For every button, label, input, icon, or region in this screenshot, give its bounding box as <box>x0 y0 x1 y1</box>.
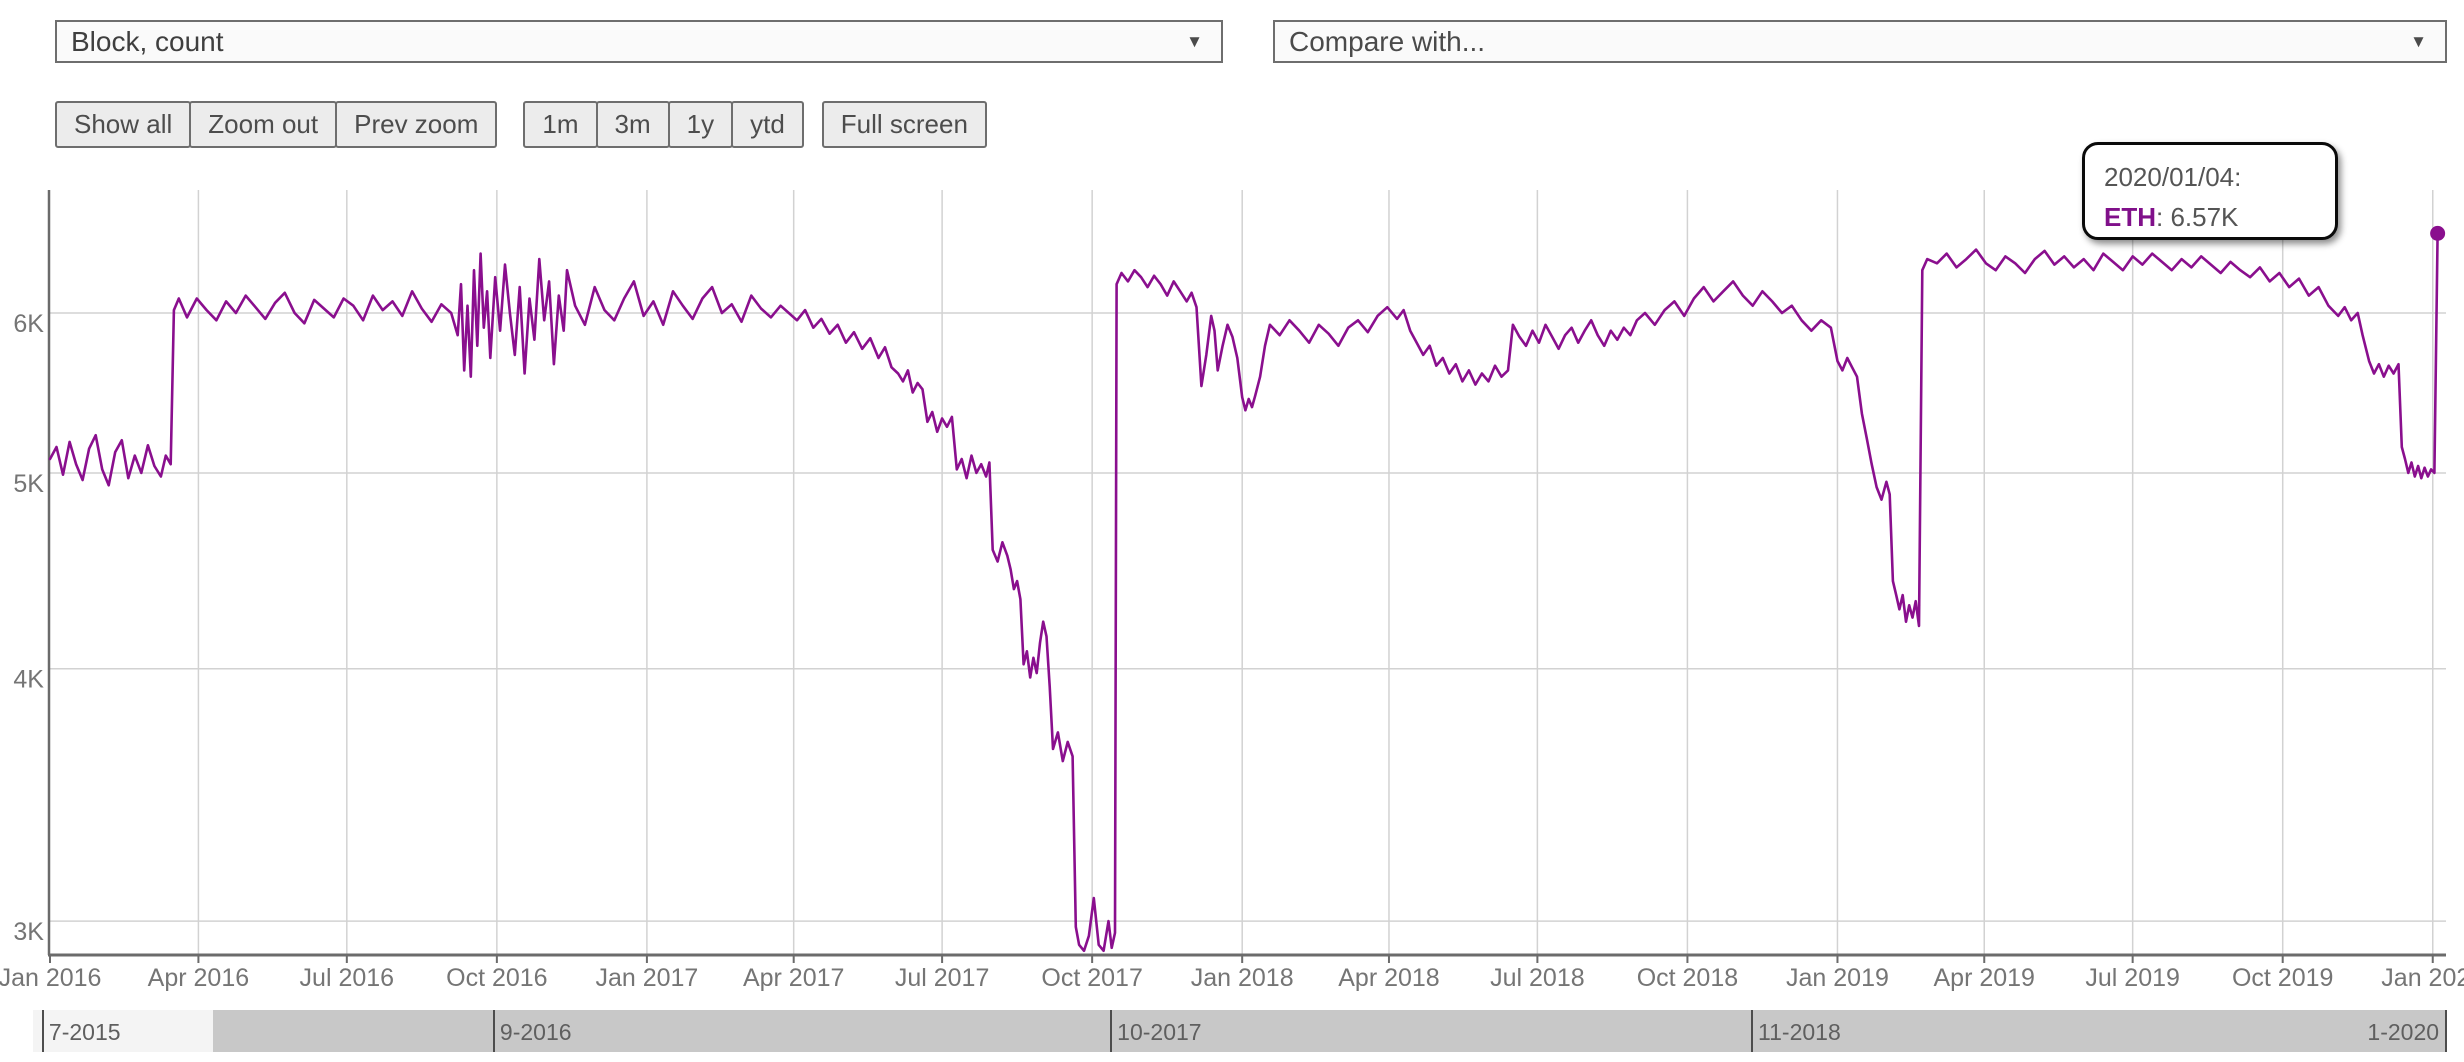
x-axis-label: Jul 2018 <box>1490 964 1585 992</box>
navigator-tick-label: 11-2018 <box>1758 1019 1841 1045</box>
x-axis-label: Oct 2018 <box>1637 964 1738 992</box>
chart-toolbar: Show all Zoom out Prev zoom 1m 3m 1y ytd Full… <box>55 101 987 148</box>
metric-dropdown-value: Block, count <box>71 25 224 57</box>
tooltip-date: 2020/01/04: <box>2104 162 2242 192</box>
x-axis-label: Apr 2018 <box>1338 964 1439 992</box>
x-axis-label: Jul 2017 <box>895 964 990 992</box>
x-axis-label: Jan 2019 <box>1786 964 1889 992</box>
chevron-down-icon: ▼ <box>1186 31 1203 51</box>
chart-tooltip: 2020/01/04: ETH: 6.57K <box>2082 142 2338 240</box>
tooltip-value-line: ETH: 6.57K <box>2104 197 2335 237</box>
navigator-tick-label: 1-2020 <box>2367 1019 2440 1045</box>
tooltip-separator: : <box>2156 202 2171 232</box>
tooltip-value: 6.57K <box>2170 202 2239 232</box>
y-axis-label: 3K <box>13 918 44 946</box>
x-axis-label: Jan 2017 <box>595 964 698 992</box>
range-ytd-button[interactable]: ytd <box>731 101 804 148</box>
compare-dropdown[interactable]: Compare with... ▼ <box>1273 20 2447 63</box>
y-axis-label: 4K <box>13 666 44 694</box>
toolbar-show-all-button[interactable]: Show all <box>55 101 192 148</box>
full-screen-button[interactable]: Full screen <box>821 101 987 148</box>
x-axis-label: Apr 2017 <box>743 964 844 992</box>
navigator-tick-line <box>2445 1010 2448 1052</box>
x-axis-label: Apr 2019 <box>1934 964 2035 992</box>
navigator-tick-line <box>1751 1010 1754 1052</box>
range-1y-button[interactable]: 1y <box>667 101 734 148</box>
x-axis-label: Jul 2019 <box>2085 964 2180 992</box>
navigator-selected-range[interactable] <box>213 1010 2446 1052</box>
x-axis-label: Apr 2016 <box>148 964 249 992</box>
x-axis-label: Oct 2016 <box>446 964 547 992</box>
last-point-marker <box>2430 225 2446 241</box>
chart-navigator[interactable]: 7-2015 9-2016 10-2017 11-2018 1-2020 <box>33 1010 2448 1052</box>
y-axis-label: 5K <box>13 470 44 498</box>
navigator-tick-line <box>1110 1010 1113 1052</box>
navigator-tick-line <box>492 1010 495 1052</box>
navigator-tick-label: 7-2015 <box>48 1019 121 1045</box>
y-axis-label: 6K <box>13 310 44 338</box>
metric-dropdown[interactable]: Block, count ▼ <box>55 20 1223 63</box>
x-axis-label: Jul 2016 <box>300 964 395 992</box>
history-button-group: Show all Zoom out Prev zoom <box>55 101 498 148</box>
range-3m-button[interactable]: 3m <box>595 101 670 148</box>
toolbar-zoom-out-button[interactable]: Zoom out <box>189 101 338 148</box>
navigator-tick-label: 10-2017 <box>1117 1019 1202 1045</box>
x-axis-label: Jan 2020 <box>2381 964 2464 992</box>
toolbar-prev-zoom-button[interactable]: Prev zoom <box>335 101 498 148</box>
compare-dropdown-placeholder: Compare with... <box>1289 25 1486 57</box>
x-axis-label: Oct 2017 <box>1041 964 1142 992</box>
range-1m-button[interactable]: 1m <box>523 101 598 148</box>
chevron-down-icon: ▼ <box>2410 31 2427 51</box>
x-axis-label: Jan 2018 <box>1191 964 1294 992</box>
x-axis-label: Jan 2016 <box>0 964 101 992</box>
range-button-group: 1m 3m 1y ytd <box>523 101 804 148</box>
eth-series-line <box>48 232 2439 953</box>
navigator-tick-line <box>41 1010 44 1052</box>
x-axis-label: Oct 2019 <box>2232 964 2333 992</box>
navigator-tick-label: 9-2016 <box>499 1019 572 1045</box>
tooltip-series-name: ETH <box>2104 202 2156 232</box>
